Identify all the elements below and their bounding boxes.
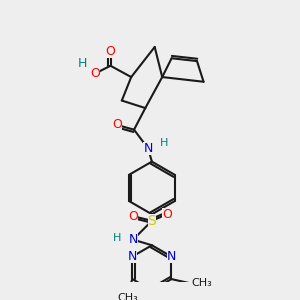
Text: CH₃: CH₃ xyxy=(191,278,212,288)
Text: S: S xyxy=(148,214,156,228)
Text: H: H xyxy=(78,57,87,70)
Text: H: H xyxy=(160,138,168,148)
Text: O: O xyxy=(128,210,138,223)
Text: CH₃: CH₃ xyxy=(117,293,138,300)
Text: H: H xyxy=(113,233,121,243)
Text: N: N xyxy=(128,250,137,263)
Text: O: O xyxy=(162,208,172,221)
Text: O: O xyxy=(91,67,100,80)
Text: N: N xyxy=(128,233,138,246)
Text: N: N xyxy=(167,250,176,263)
Text: O: O xyxy=(106,45,116,58)
Text: N: N xyxy=(143,142,153,155)
Text: O: O xyxy=(112,118,122,131)
